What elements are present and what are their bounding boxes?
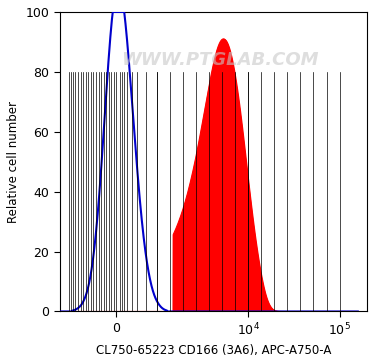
X-axis label: CL750-65223 CD166 (3A6), APC-A750-A: CL750-65223 CD166 (3A6), APC-A750-A (96, 344, 331, 357)
Y-axis label: Relative cell number: Relative cell number (7, 101, 20, 223)
Text: WWW.PTGLAB.COM: WWW.PTGLAB.COM (121, 51, 318, 69)
